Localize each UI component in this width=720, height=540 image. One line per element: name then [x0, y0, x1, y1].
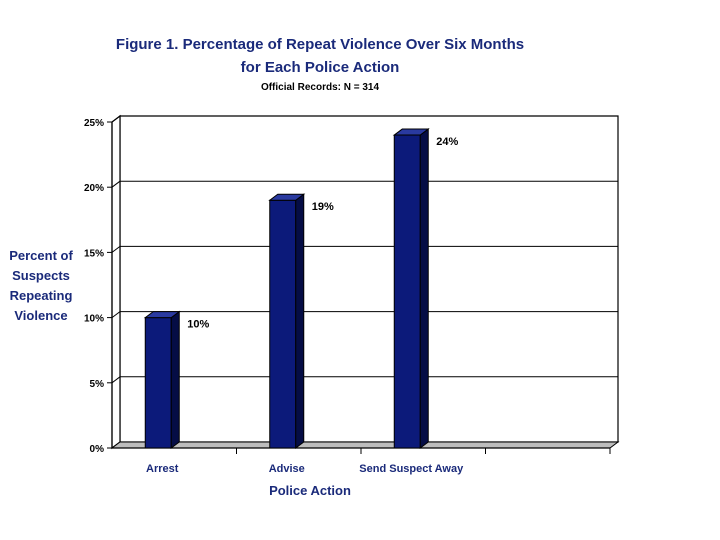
y-axis-label: Percent of Suspects Repeating Violence [2, 246, 80, 326]
gridline-diagonal [111, 376, 121, 384]
x-axis-label: Police Action [269, 483, 351, 498]
bar-side [419, 128, 429, 449]
plot-side-wall [111, 114, 121, 450]
y-axis-ticks: 0% 5% 10% 15% 20% 25% [84, 118, 610, 455]
gridline-diagonal [111, 311, 121, 319]
data-label: 19% [312, 201, 334, 213]
y-axis-label-line: Repeating [9, 288, 73, 303]
x-axis-categories: Arrest Advise Send Suspect Away [146, 448, 611, 475]
y-axis-label-line: Suspects [12, 268, 70, 283]
chart-title-block: Figure 1. Percentage of Repeat Violence … [60, 36, 580, 93]
y-tick-label: 10% [84, 314, 104, 325]
bar-side [170, 310, 180, 449]
x-category-label: Send Suspect Away [359, 463, 464, 475]
plot-back-wall [119, 115, 619, 443]
y-axis-label-line: Violence [14, 308, 68, 323]
bars: 10% 19% 24% [143, 128, 458, 449]
x-category-label: Arrest [146, 463, 179, 475]
y-tick-label: 0% [90, 444, 105, 455]
y-tick-label: 5% [90, 379, 105, 390]
x-category-label: Advise [269, 463, 305, 475]
chart-title-line2: for Each Police Action [240, 59, 400, 76]
y-tick-label: 25% [84, 118, 104, 129]
plot-floor [110, 441, 620, 449]
chart-subtitle: Official Records: N = 314 [260, 82, 380, 93]
data-label: 24% [436, 136, 458, 148]
chart-title: Figure 1. Percentage of Repeat Violence … [115, 36, 525, 53]
bar-top [268, 193, 306, 201]
gridline-diagonal [111, 180, 121, 188]
y-tick-label: 20% [84, 183, 104, 194]
y-tick-label: 15% [84, 248, 104, 259]
bar-top [143, 311, 181, 319]
bar [269, 199, 297, 449]
data-label: 10% [187, 319, 209, 331]
gridline-diagonal [111, 245, 121, 253]
bar [393, 134, 421, 449]
gridlines [111, 115, 618, 384]
gridline-diagonal [111, 115, 121, 123]
bar-side [295, 193, 305, 449]
bar [144, 317, 172, 449]
plot-area [110, 114, 620, 450]
y-axis-label-line: Percent of [9, 248, 73, 263]
bar-top [392, 128, 430, 136]
